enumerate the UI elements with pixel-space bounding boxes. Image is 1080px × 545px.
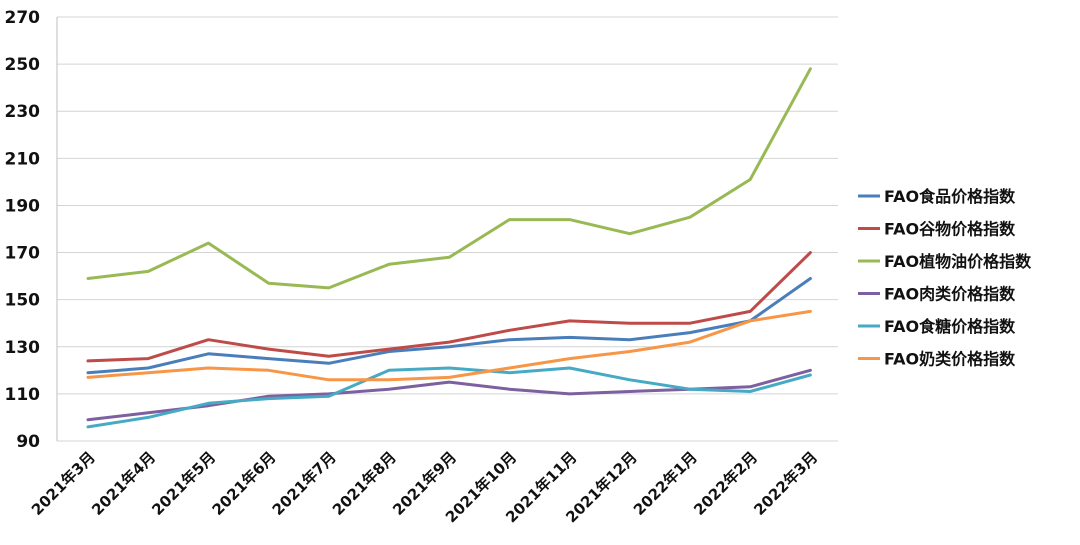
x-tick-label: 2021年7月 xyxy=(269,448,340,519)
series-line-0 xyxy=(86,277,812,375)
series-line-1 xyxy=(86,251,812,363)
y-tick-label: 270 xyxy=(5,8,41,28)
y-tick-label: 110 xyxy=(5,385,41,405)
y-tick-label: 170 xyxy=(5,244,41,264)
x-tick-label: 2021年3月 xyxy=(28,448,99,519)
series-line-4 xyxy=(86,366,812,429)
x-tick-label: 2022年2月 xyxy=(690,448,761,519)
y-tick-label: 230 xyxy=(5,102,41,122)
legend-label: FAO谷物价格指数 xyxy=(884,220,1016,239)
x-tick-label: 2022年3月 xyxy=(750,448,821,519)
legend-label: FAO食糖价格指数 xyxy=(884,317,1016,336)
series-line-5 xyxy=(86,309,812,382)
x-tick-label: 2021年5月 xyxy=(148,448,219,519)
x-tick-label: 2021年4月 xyxy=(88,448,159,519)
y-tick-label: 130 xyxy=(5,338,41,358)
series-lines xyxy=(86,67,812,429)
x-axis-ticks: 2021年3月2021年4月2021年5月2021年6月2021年7月2021年… xyxy=(28,448,821,526)
legend-label: FAO奶类价格指数 xyxy=(884,350,1016,369)
y-tick-label: 190 xyxy=(5,196,41,216)
x-tick-label: 2022年1月 xyxy=(630,448,701,519)
y-axis-ticks: 90 110 130 150 170 190 210 230 250 270 xyxy=(5,8,41,452)
y-tick-label: 250 xyxy=(5,55,41,75)
legend-label: FAO肉类价格指数 xyxy=(884,285,1016,304)
legend: FAO食品价格指数 FAO谷物价格指数 FAO植物油价格指数 FAO肉类价格指数 FAO… xyxy=(858,187,1032,369)
legend-label: FAO食品价格指数 xyxy=(884,187,1016,206)
legend-label: FAO植物油价格指数 xyxy=(884,252,1032,271)
series-line-2 xyxy=(86,67,812,290)
x-tick-label: 2021年8月 xyxy=(329,448,400,519)
y-tick-label: 210 xyxy=(5,149,41,169)
y-tick-label: 90 xyxy=(16,432,40,452)
y-tick-label: 150 xyxy=(5,291,41,311)
x-tick-label: 2021年6月 xyxy=(209,448,280,519)
